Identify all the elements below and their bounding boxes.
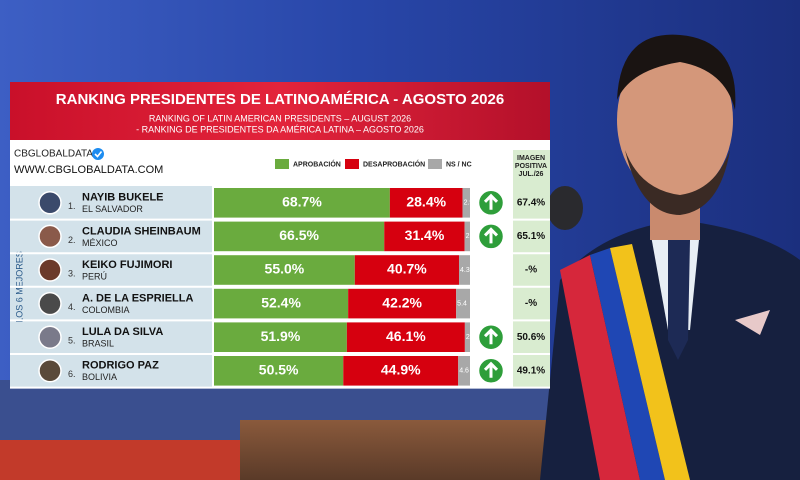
legend-label: NS / NC <box>446 161 472 168</box>
positive-value: 65.1% <box>517 231 545 242</box>
legend-swatch <box>345 159 359 169</box>
avatar <box>38 224 62 249</box>
value-label: 42.2% <box>382 294 422 310</box>
avatar <box>38 291 62 316</box>
chart-title: RANKING PRESIDENTES DE LATINOAMÉRICA - A… <box>56 91 504 108</box>
legend-label: DESAPROBACIÓN <box>363 159 425 168</box>
country: BOLIVIA <box>82 372 117 382</box>
positive-value: 67.4% <box>517 197 545 208</box>
name: KEIKO FUJIMORI <box>82 259 172 271</box>
country: MÉXICO <box>82 238 118 248</box>
country: PERÚ <box>82 271 107 281</box>
subtitle: - RANKING DE PRESIDENTES DA AMÉRICA LATI… <box>136 124 424 134</box>
trend-arrow <box>483 328 499 345</box>
value-label: 52.4% <box>261 294 301 310</box>
avatar <box>38 258 62 282</box>
positive-value: -% <box>525 298 537 309</box>
value-label: 4.3 <box>460 267 470 274</box>
bar-segment <box>343 356 459 386</box>
person <box>540 34 800 480</box>
rank: 1. <box>68 201 76 211</box>
rank: 4. <box>68 302 76 312</box>
bar-segment <box>214 322 347 352</box>
bar-segment <box>214 188 390 218</box>
bar-segment <box>458 255 470 285</box>
bar-segment <box>456 288 470 319</box>
positive-header: IMAGEN <box>517 155 545 162</box>
bar-segment <box>214 255 355 285</box>
bar-segment <box>389 188 463 218</box>
value-label: 5.4 <box>457 300 467 307</box>
positive-value: -% <box>525 265 537 276</box>
positive-header: POSITIVA <box>515 163 547 170</box>
value-label: 51.9% <box>261 328 301 344</box>
trend-arrow <box>483 227 499 244</box>
country: COLOMBIA <box>82 305 130 315</box>
rank: 6. <box>68 369 76 379</box>
legend-swatch <box>275 159 289 169</box>
value-label: 44.9% <box>381 362 421 378</box>
bar-segment <box>464 221 470 252</box>
source-url: WWW.CBGLOBALDATA.COM <box>14 164 163 176</box>
country: BRASIL <box>82 339 114 349</box>
name: LULA DA SILVA <box>82 326 163 338</box>
value-label: 40.7% <box>387 261 427 277</box>
bar-segment <box>384 221 465 252</box>
verified-check <box>94 151 103 158</box>
avatar <box>38 325 62 349</box>
positive-value: 49.1% <box>517 365 545 376</box>
value-label: 55.0% <box>265 261 305 277</box>
bar-segment <box>214 356 344 386</box>
rank: 3. <box>68 268 76 278</box>
bar-segment <box>346 322 465 352</box>
value-label: 68.7% <box>282 194 322 210</box>
source: CBGLOBALDATA <box>14 149 93 160</box>
trend-arrow <box>483 193 499 210</box>
value-label: 4.6 <box>459 368 469 375</box>
bar-segment <box>458 356 470 386</box>
bar-segment <box>214 288 349 319</box>
trend-arrow <box>483 361 499 378</box>
value-label: 2.0 <box>466 334 476 341</box>
subtitle: RANKING OF LATIN AMERICAN PRESIDENTS – A… <box>149 113 411 123</box>
title-banner <box>10 82 550 140</box>
bar-segment <box>354 255 459 285</box>
value-label: 50.5% <box>259 362 299 378</box>
positive-value: 50.6% <box>517 332 545 343</box>
bar-segment <box>462 188 470 218</box>
stage <box>0 440 240 480</box>
value-label: 2.9 <box>464 200 474 207</box>
name: A. DE LA ESPRIELLA <box>82 293 193 305</box>
verified-icon <box>92 148 104 160</box>
value-label: 66.5% <box>279 227 319 243</box>
name: CLAUDIA SHEINBAUM <box>82 225 201 237</box>
rank: 5. <box>68 336 76 346</box>
legend-label: APROBACIÓN <box>293 159 341 168</box>
value-label: 2.1 <box>466 233 476 240</box>
value-label: 28.4% <box>406 194 446 210</box>
avatar <box>38 191 62 215</box>
value-label: 31.4% <box>405 227 445 243</box>
positive-header: JUL./26 <box>519 171 544 178</box>
legend-swatch <box>428 159 442 169</box>
bar-segment <box>214 221 385 252</box>
name: NAYIB BUKELE <box>82 192 164 204</box>
bar-segment <box>348 288 457 319</box>
rank: 2. <box>68 235 76 245</box>
country: EL SALVADOR <box>82 204 143 214</box>
bar-segment <box>464 322 470 352</box>
name: RODRIGO PAZ <box>82 360 159 372</box>
value-label: 46.1% <box>386 328 426 344</box>
positive-column <box>513 150 550 388</box>
avatar <box>38 359 62 383</box>
